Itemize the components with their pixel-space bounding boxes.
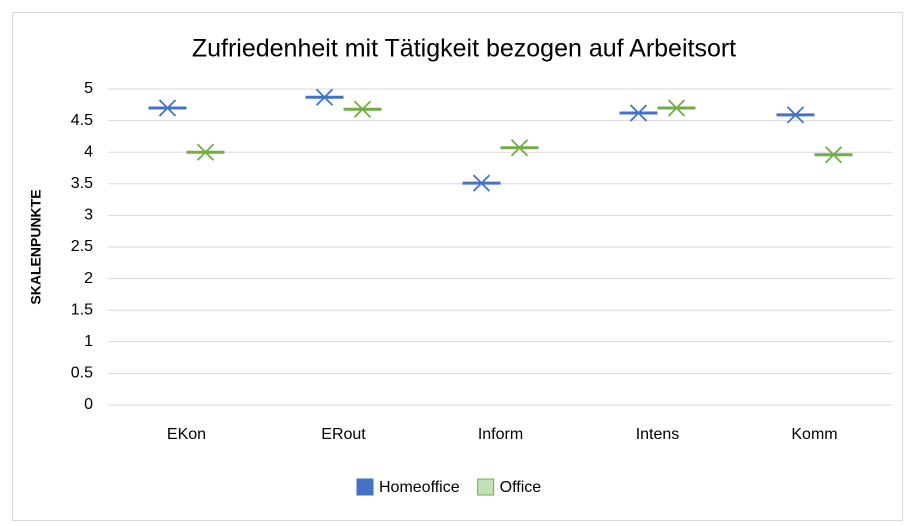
y-tick-label: 0.5 (71, 365, 93, 382)
marker (619, 104, 658, 122)
marker-part (824, 146, 843, 164)
chart-title: Zufriedenheit mit Tätigkeit bezogen auf … (192, 35, 736, 63)
x-tick-label: Intens (636, 426, 680, 443)
y-tick-label: 5 (84, 80, 93, 97)
x-tick-label: ERout (321, 426, 366, 443)
marker-part (629, 104, 648, 122)
marker-part (353, 100, 372, 118)
marker (500, 139, 539, 157)
y-tick-label: 3.5 (71, 175, 93, 192)
x-tick-label: EKon (167, 426, 206, 443)
y-axis-label: SKALENPUNKTE (28, 189, 44, 304)
y-tick-label: 1 (84, 333, 93, 350)
marker (343, 100, 382, 118)
y-tick-label: 2.5 (71, 238, 93, 255)
y-tick-label: 1.5 (71, 301, 93, 318)
marker (814, 146, 853, 164)
marker-part (667, 99, 686, 117)
y-tick-label: 4.5 (71, 112, 93, 129)
legend-label: Office (500, 479, 542, 496)
legend-label: Homeoffice (379, 479, 460, 496)
x-tick-label: Komm (791, 426, 837, 443)
legend-swatch (477, 478, 495, 496)
marker (305, 88, 344, 106)
marker (148, 99, 187, 117)
marker (462, 174, 501, 192)
y-tick-label: 2 (84, 270, 93, 287)
marker-part (158, 99, 177, 117)
y-tick-label: 4 (84, 143, 93, 160)
marker (657, 99, 696, 117)
marker (186, 143, 225, 161)
x-tick-label: Inform (478, 426, 523, 443)
marker-part (196, 143, 215, 161)
marker-part (786, 106, 805, 124)
y-tick-label: 3 (84, 207, 93, 224)
marker-part (510, 139, 529, 157)
y-tick-label: 0 (84, 396, 93, 413)
marker-part (315, 88, 334, 106)
marker-part (472, 174, 491, 192)
chart-frame (12, 12, 903, 521)
marker (776, 106, 815, 124)
legend-swatch (356, 478, 374, 496)
